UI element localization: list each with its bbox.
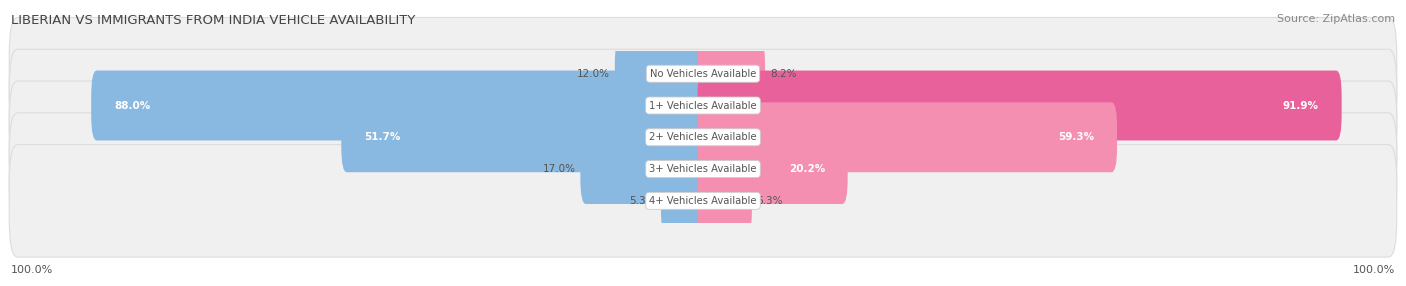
FancyBboxPatch shape (661, 166, 709, 236)
Text: 2+ Vehicles Available: 2+ Vehicles Available (650, 132, 756, 142)
Text: 3+ Vehicles Available: 3+ Vehicles Available (650, 164, 756, 174)
Text: 100.0%: 100.0% (1353, 265, 1395, 275)
Text: 4+ Vehicles Available: 4+ Vehicles Available (650, 196, 756, 206)
Text: 1+ Vehicles Available: 1+ Vehicles Available (650, 100, 756, 110)
FancyBboxPatch shape (697, 134, 848, 204)
FancyBboxPatch shape (10, 49, 1396, 162)
Text: 51.7%: 51.7% (364, 132, 401, 142)
FancyBboxPatch shape (697, 166, 752, 236)
Text: Source: ZipAtlas.com: Source: ZipAtlas.com (1277, 14, 1395, 24)
Text: 6.3%: 6.3% (756, 196, 783, 206)
Text: 59.3%: 59.3% (1059, 132, 1094, 142)
FancyBboxPatch shape (697, 39, 765, 109)
FancyBboxPatch shape (342, 102, 709, 172)
FancyBboxPatch shape (614, 39, 709, 109)
Text: 91.9%: 91.9% (1282, 100, 1319, 110)
FancyBboxPatch shape (697, 71, 1341, 140)
FancyBboxPatch shape (91, 71, 709, 140)
Text: 20.2%: 20.2% (789, 164, 825, 174)
FancyBboxPatch shape (581, 134, 709, 204)
FancyBboxPatch shape (10, 113, 1396, 225)
FancyBboxPatch shape (697, 102, 1116, 172)
Text: 100.0%: 100.0% (11, 265, 53, 275)
FancyBboxPatch shape (10, 81, 1396, 194)
Text: 12.0%: 12.0% (576, 69, 610, 79)
Text: 88.0%: 88.0% (114, 100, 150, 110)
FancyBboxPatch shape (10, 145, 1396, 257)
FancyBboxPatch shape (10, 17, 1396, 130)
Text: LIBERIAN VS IMMIGRANTS FROM INDIA VEHICLE AVAILABILITY: LIBERIAN VS IMMIGRANTS FROM INDIA VEHICL… (11, 14, 416, 27)
Text: 8.2%: 8.2% (770, 69, 796, 79)
Text: 17.0%: 17.0% (543, 164, 575, 174)
Text: 5.3%: 5.3% (630, 196, 657, 206)
Text: No Vehicles Available: No Vehicles Available (650, 69, 756, 79)
